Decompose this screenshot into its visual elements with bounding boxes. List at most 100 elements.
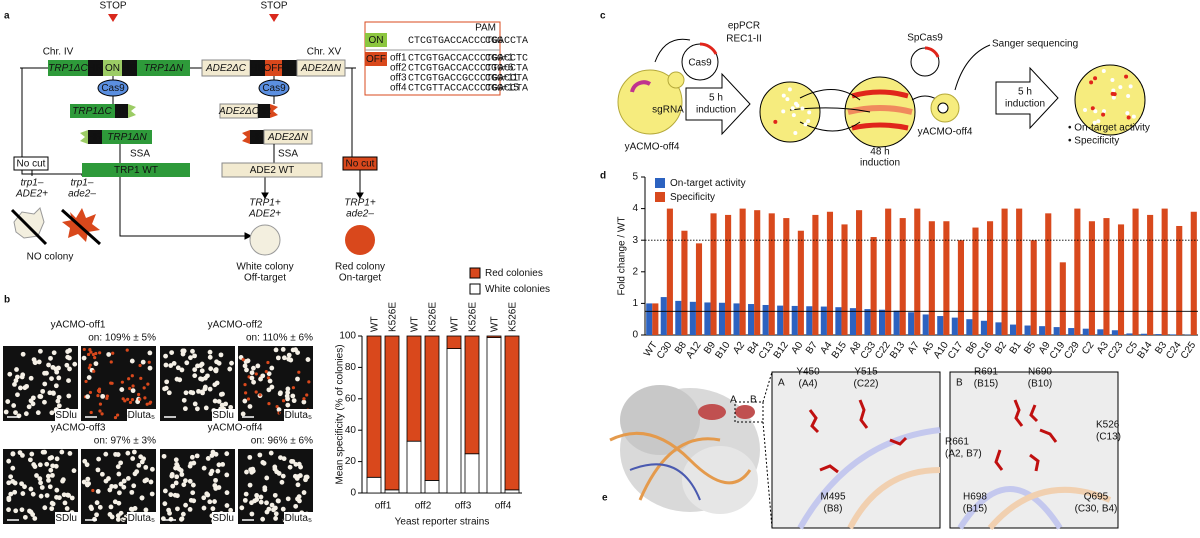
fragment-label: HR xyxy=(257,106,271,117)
dna-strand xyxy=(609,431,752,485)
cell-dot xyxy=(790,106,795,111)
x-tick-label: A7 xyxy=(906,340,922,357)
colony xyxy=(67,355,72,361)
x-tick-label: B2 xyxy=(993,340,1009,357)
colony xyxy=(143,464,149,470)
colony xyxy=(42,370,47,376)
colony xyxy=(198,376,203,382)
strain-title: yACMO-off1 xyxy=(51,320,106,331)
colony xyxy=(54,487,60,493)
colony xyxy=(271,507,276,513)
media-tag xyxy=(212,512,235,524)
zoom-box xyxy=(734,401,764,423)
colony xyxy=(37,462,43,468)
legend-swatch xyxy=(469,267,481,279)
colony xyxy=(199,361,205,367)
colony xyxy=(131,449,137,455)
colony xyxy=(297,473,303,478)
colony-caption: White colony xyxy=(236,262,293,273)
colony xyxy=(137,392,141,397)
colony xyxy=(250,466,256,472)
y-tick-label: 3 xyxy=(632,235,638,246)
step-label: 5 h xyxy=(1018,87,1032,98)
colony xyxy=(257,452,263,458)
colony xyxy=(57,495,62,501)
flow-arrow xyxy=(654,38,691,63)
colony xyxy=(213,367,218,373)
colony xyxy=(216,462,222,468)
region-label: B xyxy=(750,395,757,406)
colony xyxy=(201,465,207,471)
colony xyxy=(275,355,281,361)
colony xyxy=(258,393,262,397)
colony xyxy=(183,390,189,396)
colony xyxy=(181,397,187,403)
bar xyxy=(725,214,732,335)
colony xyxy=(44,493,50,498)
fragment xyxy=(263,129,313,145)
colony xyxy=(142,386,146,390)
bar xyxy=(646,303,653,335)
bar xyxy=(1082,328,1089,335)
colony xyxy=(266,376,270,380)
bar-segment xyxy=(406,440,422,494)
bar xyxy=(893,310,900,335)
colony xyxy=(147,360,151,364)
locus-label: HR xyxy=(250,63,264,74)
colony xyxy=(36,359,42,365)
colony xyxy=(67,366,72,372)
colony xyxy=(112,499,118,505)
stop-label: STOP xyxy=(99,1,126,12)
colony xyxy=(138,397,142,401)
colony xyxy=(280,473,286,479)
colony xyxy=(120,380,124,384)
colony xyxy=(220,391,225,397)
colony xyxy=(91,352,95,357)
repaired-label: ADE2 WT xyxy=(250,165,294,176)
media-label: SDlu xyxy=(212,410,234,421)
colony xyxy=(28,486,34,492)
panel-letter: b xyxy=(4,295,10,306)
panel-e-shapes xyxy=(609,371,1119,530)
colony xyxy=(28,509,34,515)
colony xyxy=(38,493,44,499)
locus-label: TRP1ΔC xyxy=(48,63,88,74)
colony xyxy=(116,413,120,417)
sequence: CTCGTGACCACCCTGACCTC xyxy=(408,54,528,65)
panel-letter: a xyxy=(4,11,10,22)
cell-dot xyxy=(1101,68,1106,73)
y-tick-label: 0 xyxy=(632,330,638,341)
colony xyxy=(285,402,291,408)
cut-end xyxy=(242,130,250,144)
cell-dot xyxy=(1111,95,1116,100)
strike xyxy=(10,208,48,246)
strain-title: yACMO-off2 xyxy=(208,320,263,331)
bar-segment xyxy=(486,335,502,338)
colony xyxy=(20,452,25,458)
x-tick-label: B7 xyxy=(804,340,820,357)
colony xyxy=(19,481,24,487)
bar xyxy=(1045,213,1052,335)
bar xyxy=(806,306,813,335)
colony xyxy=(15,392,20,398)
x-tick-label: C16 xyxy=(975,340,995,362)
colony xyxy=(175,506,180,512)
on-target-label: on: 96% ± 6% xyxy=(251,436,313,447)
colony xyxy=(100,393,106,399)
colony xyxy=(205,456,211,461)
bar xyxy=(695,243,703,335)
colony xyxy=(291,398,297,404)
colony xyxy=(179,516,184,522)
x-tick-label: C2 xyxy=(1080,340,1097,357)
stop-label: STOP xyxy=(260,1,287,12)
bar xyxy=(914,208,921,335)
bar-segment xyxy=(384,489,400,494)
colony xyxy=(109,483,115,489)
readout-label: • On-target activity xyxy=(1068,123,1150,134)
colony xyxy=(87,366,91,370)
colony xyxy=(246,397,251,401)
colony xyxy=(20,351,26,357)
colony xyxy=(29,451,35,457)
colony xyxy=(116,471,122,477)
colony xyxy=(18,385,23,391)
